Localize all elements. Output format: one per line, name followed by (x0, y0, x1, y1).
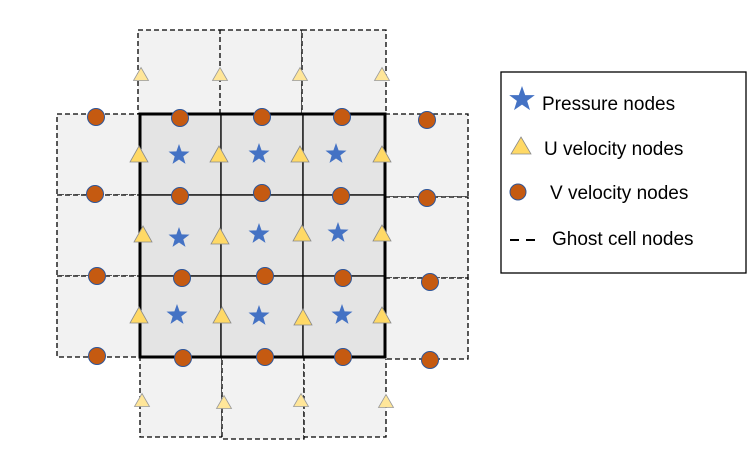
pressure-star-icon (168, 144, 190, 164)
u-velocity-triangle-icon (133, 225, 153, 243)
v-velocity-circle-icon (334, 348, 352, 366)
legend-v-circle-icon (509, 183, 527, 201)
pressure-star-icon (331, 304, 353, 324)
v-velocity-circle-icon (88, 267, 106, 285)
u-velocity-triangle-icon (293, 308, 313, 326)
legend-ghost-label: Ghost cell nodes (552, 229, 694, 250)
u-velocity-ghost-triangle-icon (211, 66, 229, 81)
legend-u-label: U velocity nodes (544, 139, 683, 160)
ghost-cell (56, 113, 141, 196)
v-velocity-circle-icon (421, 273, 439, 291)
u-velocity-ghost-triangle-icon (215, 394, 233, 409)
v-velocity-circle-icon (171, 187, 189, 205)
pressure-star-icon (168, 227, 190, 247)
u-velocity-ghost-triangle-icon (133, 392, 151, 407)
v-velocity-circle-icon (173, 269, 191, 287)
v-velocity-circle-icon (334, 269, 352, 287)
nodes-layer (86, 66, 439, 409)
u-velocity-triangle-icon (292, 224, 312, 242)
ghost-cell (384, 196, 469, 279)
v-velocity-circle-icon (256, 348, 274, 366)
ghost-cell (221, 356, 305, 440)
u-velocity-triangle-icon (212, 306, 232, 324)
pressure-star-icon (248, 223, 270, 243)
v-velocity-circle-icon (253, 184, 271, 202)
u-velocity-ghost-triangle-icon (132, 66, 150, 81)
v-velocity-circle-icon (171, 109, 189, 127)
ghost-cell (219, 29, 303, 115)
ghost-cell (56, 194, 141, 277)
cells-layer (56, 29, 469, 440)
u-velocity-ghost-triangle-icon (373, 66, 391, 81)
ghost-cell (56, 275, 141, 358)
pressure-star-icon (248, 143, 270, 163)
ghost-cell (139, 356, 223, 438)
interior-cell (302, 194, 386, 277)
v-velocity-circle-icon (333, 108, 351, 126)
v-velocity-circle-icon (87, 108, 105, 126)
v-velocity-circle-icon (86, 185, 104, 203)
pressure-star-icon (166, 304, 188, 324)
ghost-cell (303, 356, 387, 438)
v-velocity-circle-icon (332, 187, 350, 205)
u-velocity-triangle-icon (210, 227, 230, 245)
legend-pressure-star-icon (509, 86, 535, 111)
v-velocity-circle-icon (421, 351, 439, 369)
v-velocity-circle-icon (418, 189, 436, 207)
pressure-star-icon (325, 143, 347, 163)
u-velocity-triangle-icon (290, 145, 310, 163)
u-velocity-triangle-icon (372, 224, 392, 242)
pressure-star-icon (327, 222, 349, 242)
u-velocity-ghost-triangle-icon (292, 392, 310, 407)
legend-v-label: V velocity nodes (550, 183, 688, 204)
legend-box (500, 71, 747, 274)
u-velocity-triangle-icon (372, 145, 392, 163)
v-velocity-circle-icon (174, 349, 192, 367)
legend: Pressure nodes U velocity nodes V veloci… (500, 71, 747, 274)
legend-u-triangle-icon (510, 136, 532, 155)
legend-pressure-label: Pressure nodes (542, 94, 675, 115)
v-velocity-circle-icon (253, 108, 271, 126)
u-velocity-triangle-icon (209, 145, 229, 163)
u-velocity-triangle-icon (129, 145, 149, 163)
ghost-cell (301, 29, 387, 115)
v-velocity-circle-icon (256, 267, 274, 285)
v-velocity-circle-icon (88, 347, 106, 365)
v-velocity-circle-icon (418, 111, 436, 129)
ghost-cell (384, 277, 469, 360)
pressure-star-icon (248, 305, 270, 325)
u-velocity-triangle-icon (129, 306, 149, 324)
interior-cell (302, 113, 386, 196)
u-velocity-ghost-triangle-icon (377, 393, 395, 408)
u-velocity-ghost-triangle-icon (291, 66, 309, 81)
u-velocity-triangle-icon (372, 306, 392, 324)
ghost-cell (137, 29, 223, 115)
